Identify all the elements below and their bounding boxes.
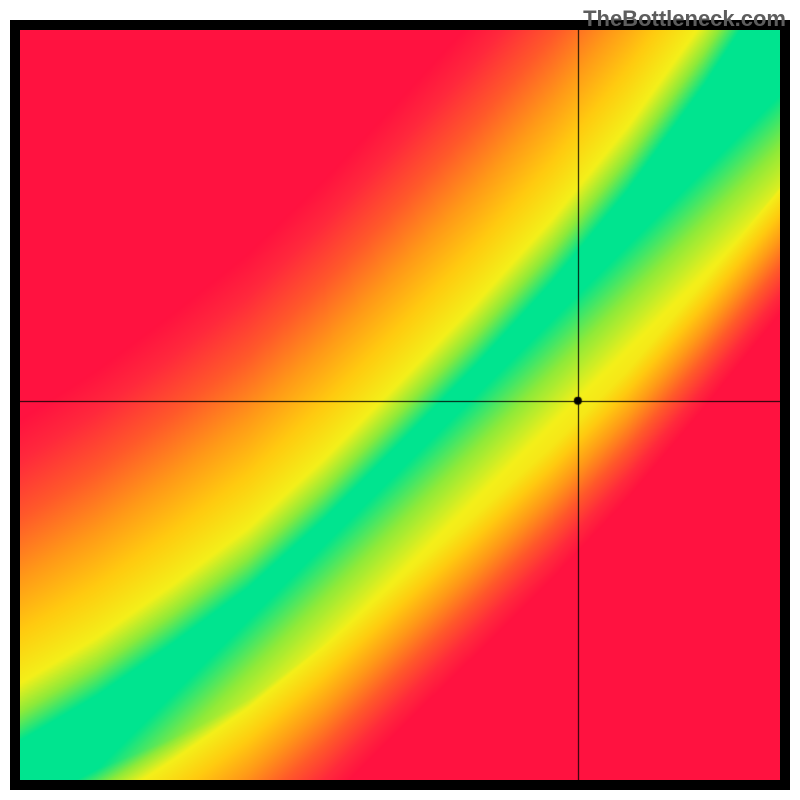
bottleneck-heatmap	[20, 30, 780, 780]
watermark-text: TheBottleneck.com	[583, 6, 786, 32]
chart-container: TheBottleneck.com	[0, 0, 800, 800]
